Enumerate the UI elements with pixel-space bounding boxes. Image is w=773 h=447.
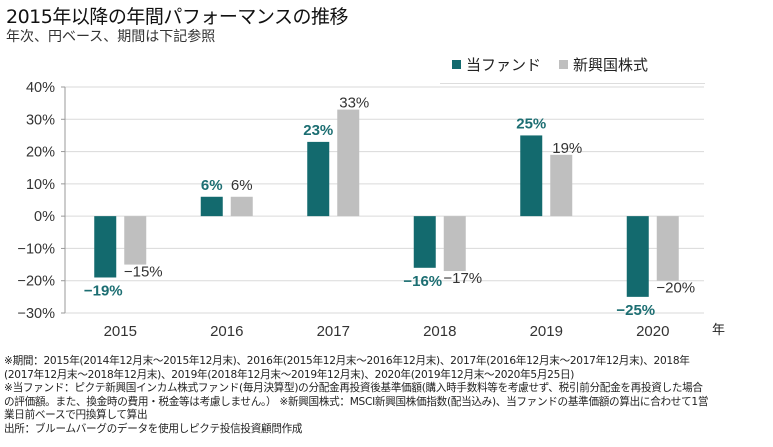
x-axis-label: 年 [712,323,725,338]
data-label-fund-2018: −16% [403,273,442,290]
bar-em-stocks-2015 [124,216,147,265]
footnote-line: ※当ファンド：ピクテ新興国インカム株式ファンド(毎月決算型)の分配金再投資後基準… [4,382,703,394]
data-label-fund-2020: −25% [616,302,655,319]
x-tick-label: 2020 [636,323,669,340]
bar-em-stocks-2017 [337,109,360,217]
data-label-fund-2016: 6% [201,177,223,194]
legend: 当ファンド 新興国株式 [452,54,666,75]
bar-fund-2018 [413,216,436,268]
legend-swatch-em-stocks [559,60,569,69]
y-tick-label: −20% [18,274,56,290]
y-tick-label: 40% [26,80,55,96]
gridlines [65,86,704,314]
x-tick-label: 2018 [423,323,456,340]
footnote-line: 業日前ベースで円換算して算出 [4,409,148,421]
data-label-fund-2019: 25% [516,115,546,132]
data-label-em-stocks-2015: −15% [124,264,163,281]
bar-em-stocks-2016 [230,196,253,217]
bar-fund-2015 [94,216,117,278]
chart-title: 2015年以降の年間パフォーマンスの推移 [6,6,348,28]
footnote-line: 出所：ブルームバーグのデータを使用しピクテ投信投資顧問作成 [4,422,303,435]
legend-label-fund: 当ファンド [466,56,542,74]
x-tick-label: 2019 [530,323,563,340]
footnote-line: (2017年12月末～2018年12月末)、2019年(2018年12月末～20… [4,368,575,381]
y-tick-label: −30% [18,306,56,322]
legend-item-fund: 当ファンド [452,54,541,75]
data-label-em-stocks-2019: 19% [552,140,582,157]
bar-fund-2020 [626,216,649,297]
bar-fund-2019 [520,135,543,217]
bar-fund-2017 [307,141,330,217]
legend-divider [440,83,705,84]
footnote-line: ※期間：2015年(2014年12月末～2015年12月末)、2016年(201… [4,355,690,367]
bar-em-stocks-2020 [656,216,679,281]
legend-label-em-stocks: 新興国株式 [573,56,649,74]
data-label-fund-2017: 23% [303,122,333,139]
y-tick-label: −10% [18,241,56,257]
data-label-fund-2015: −19% [84,282,123,299]
legend-item-em-stocks: 新興国株式 [559,54,648,75]
footnotes: ※期間：2015年(2014年12月末～2015年12月末)、2016年(201… [4,355,708,436]
bar-fund-2016 [200,196,223,217]
bar-em-stocks-2018 [443,216,466,272]
chart-subtitle: 年次、円ベース、期間は下記参照 [6,29,216,45]
data-label-em-stocks-2016: 6% [231,177,253,194]
data-labels: −19%−15% 6% 6% 23% 33% −16% −17% 25% 19% −25%−20% [84,95,695,319]
y-tick-label: 0% [34,209,55,225]
footnote-line: の評価額。また、換金時の費用・税金等は考慮しません。） ※新興国株式：MSCI新… [4,395,709,408]
y-tick-label: 30% [26,112,55,128]
data-label-em-stocks-2020: −20% [656,280,695,297]
x-tick-label: 2015 [104,323,137,340]
data-label-em-stocks-2018: −17% [443,270,482,287]
data-label-em-stocks-2017: 33% [339,95,369,112]
x-axis: 2015 2016 2017 2018 2019 2020 年 [104,323,725,340]
bar-chart: 40% 30% 20% 10% 0% −10% −20% −30% −19%−15% 6% 6% 2… [18,80,726,340]
y-tick-label: 10% [26,177,55,193]
x-tick-label: 2017 [317,323,350,340]
legend-swatch-fund [452,60,461,69]
bars [94,109,679,297]
bar-em-stocks-2019 [550,154,573,217]
x-tick-label: 2016 [210,323,243,340]
y-axis: 40% 30% 20% 10% 0% −10% −20% −30% [18,80,66,322]
y-tick-label: 20% [26,145,55,161]
